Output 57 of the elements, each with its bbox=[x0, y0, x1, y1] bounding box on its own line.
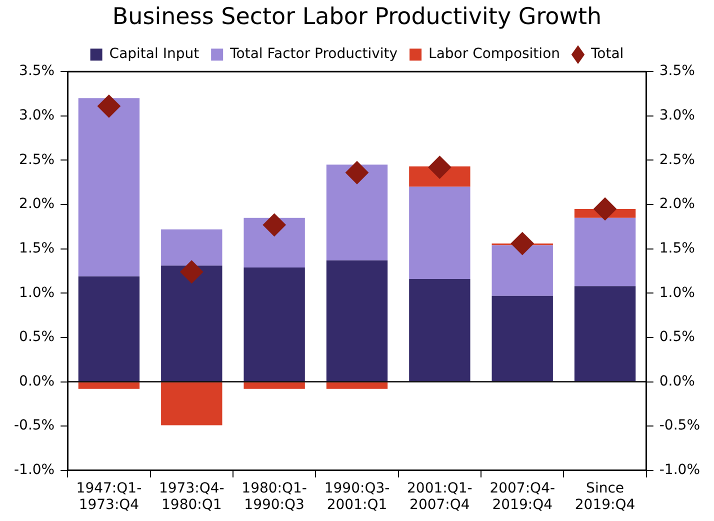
y2-tick-label: 0.5% bbox=[659, 329, 695, 346]
y-tick-label: 2.0% bbox=[19, 196, 55, 212]
legend-label: Capital Input bbox=[109, 46, 200, 62]
y-tick-label: -1.0% bbox=[14, 462, 55, 478]
bar bbox=[492, 245, 553, 296]
bar bbox=[326, 382, 388, 389]
y-tick-label: 2.5% bbox=[19, 152, 55, 168]
point bbox=[180, 260, 204, 284]
x-tick-label: 1990:Q3- 2001:Q1 bbox=[324, 480, 390, 514]
point bbox=[346, 161, 368, 184]
point bbox=[428, 156, 452, 179]
y-tick-label: 1.0% bbox=[19, 284, 55, 301]
y2-tick-label: 2.0% bbox=[659, 196, 695, 212]
y2-tick-label: 1.0% bbox=[659, 284, 695, 301]
x-tick-label: 2007:Q4- 2019:Q4 bbox=[490, 480, 556, 514]
y2-tick-label: -1.0% bbox=[659, 462, 700, 478]
bar bbox=[326, 164, 388, 260]
y-tick-label: 0.0% bbox=[19, 373, 55, 390]
legend-label: Total Factor Productivity bbox=[229, 46, 398, 62]
y2-tick-label: -0.5% bbox=[659, 418, 700, 434]
bar bbox=[78, 98, 140, 276]
chart-title: Business Sector Labor Productivity Growth bbox=[112, 4, 602, 30]
x-tick-label: 2001:Q1- 2007:Q4 bbox=[407, 480, 472, 514]
point bbox=[262, 213, 286, 236]
y-tick-label: 0.5% bbox=[19, 329, 55, 346]
y-tick-label: -0.5% bbox=[14, 418, 55, 434]
y2-tick-label: 0.0% bbox=[659, 373, 695, 390]
bar bbox=[161, 382, 222, 426]
point bbox=[510, 232, 534, 256]
legend-label: Labor Composition bbox=[428, 46, 560, 62]
bar bbox=[574, 218, 636, 286]
y2-tick-label: 2.5% bbox=[659, 152, 695, 168]
bar bbox=[161, 266, 222, 382]
y2-tick-label: 3.5% bbox=[659, 63, 695, 80]
bar bbox=[409, 186, 470, 279]
y-tick-label: 3.0% bbox=[19, 108, 55, 124]
bar bbox=[78, 382, 140, 389]
legend-label: Total bbox=[590, 46, 624, 62]
bar bbox=[78, 276, 140, 382]
y-tick-label: 3.5% bbox=[19, 63, 55, 80]
x-tick-label: 1973:Q4- 1980:Q1 bbox=[158, 480, 224, 514]
bar bbox=[244, 267, 305, 382]
bar bbox=[161, 229, 222, 266]
bar bbox=[409, 278, 470, 382]
x-tick-label: 1980:Q1- 1990:Q3 bbox=[242, 480, 307, 514]
bar bbox=[244, 382, 305, 389]
bar bbox=[574, 286, 636, 382]
bar bbox=[326, 260, 388, 382]
y2-tick-label: 1.5% bbox=[659, 240, 695, 256]
bar bbox=[244, 218, 305, 268]
point bbox=[97, 94, 120, 118]
point bbox=[594, 197, 617, 220]
y2-tick-label: 3.0% bbox=[659, 108, 695, 124]
y-tick-label: 1.5% bbox=[19, 240, 55, 256]
x-tick-label: Since 2019:Q4 bbox=[574, 480, 636, 514]
bar bbox=[492, 296, 553, 382]
x-tick-label: 1947:Q1- 1973:Q4 bbox=[76, 480, 142, 514]
